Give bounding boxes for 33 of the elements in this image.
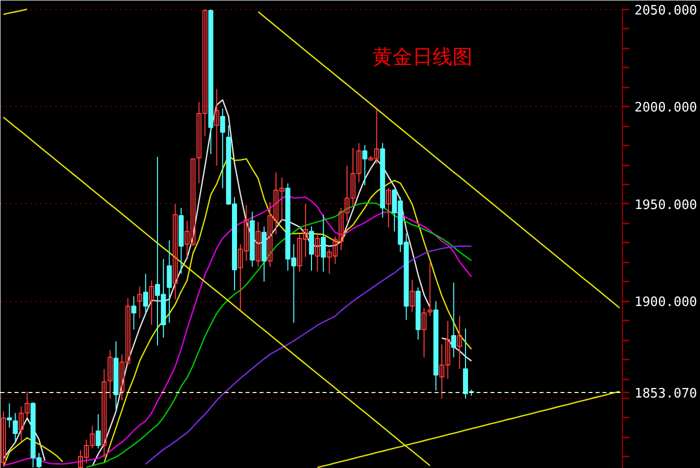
candlestick [220,108,226,189]
candlestick [143,273,148,316]
y-tick-label: 1950.000 [634,198,698,213]
candlestick [362,144,368,186]
candlestick [137,286,142,318]
text: 黄金日线图 [372,44,472,68]
candlestick [102,368,107,458]
candlestick [96,414,101,449]
candlestick [108,350,113,399]
candlestick [131,296,136,330]
candlestick [256,221,261,268]
candlestick [6,402,12,428]
candlestick [422,308,427,358]
candlestick [214,88,220,166]
candlestick [457,316,462,370]
candlestick [0,410,6,468]
candlestick [427,262,432,317]
ref-line-label: 1853.070 [634,386,698,402]
candlestick [386,188,392,228]
candlestick [410,279,415,312]
y-tick-label: 2050.000 [634,3,698,18]
line-series [144,246,472,465]
line-series [258,11,620,308]
candlestick [314,234,320,272]
candlestick [172,203,178,300]
candlestick [166,240,172,324]
y-tick-label: 2000.000 [634,100,698,116]
candlestick [308,226,314,272]
y-tick-label: 1900.000 [634,295,698,310]
candlestick [12,412,18,444]
candlestick [320,214,326,272]
candlestick [451,282,456,358]
candlestick [149,280,154,326]
